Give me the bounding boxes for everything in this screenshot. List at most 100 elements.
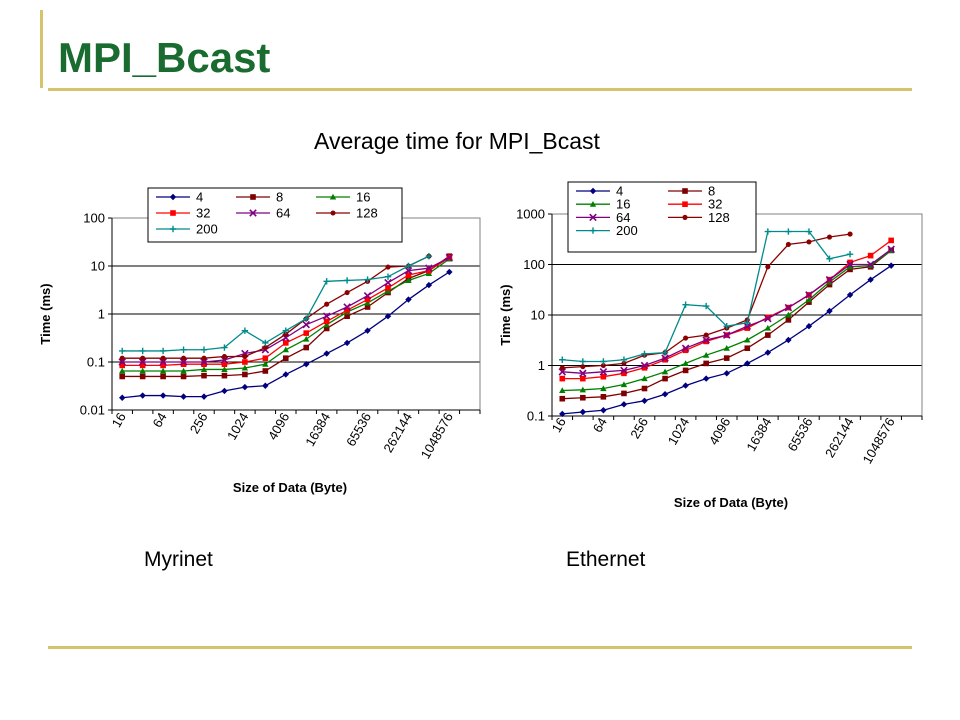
- data-point: [119, 394, 126, 401]
- series-200: [559, 228, 854, 365]
- x-tick-label: 16: [549, 415, 569, 435]
- y-tick-label: 0.1: [527, 409, 545, 424]
- y-tick-label: 0.1: [87, 355, 105, 370]
- series-4: [559, 262, 895, 418]
- series-4: [119, 268, 453, 401]
- data-point: [119, 367, 126, 374]
- data-point: [620, 381, 628, 388]
- data-point: [579, 408, 587, 416]
- data-point: [221, 372, 228, 379]
- data-point: [384, 312, 392, 320]
- data-point: [764, 228, 772, 235]
- data-point: [846, 291, 854, 299]
- legend-label: 128: [708, 210, 730, 225]
- data-point: [322, 312, 331, 320]
- data-point: [723, 345, 730, 351]
- data-point: [323, 318, 330, 325]
- data-point: [703, 338, 709, 345]
- data-point: [344, 289, 350, 296]
- data-point: [621, 390, 627, 397]
- data-point: [661, 349, 669, 356]
- data-point: [262, 368, 269, 374]
- data-point: [283, 331, 289, 337]
- data-point: [580, 364, 586, 370]
- data-point: [847, 266, 853, 273]
- data-point: [641, 350, 648, 358]
- x-tick-label: 1024: [224, 410, 251, 443]
- data-point: [221, 353, 228, 360]
- data-point: [384, 273, 392, 280]
- legend-marker: [329, 193, 337, 200]
- legend-marker: [589, 213, 597, 222]
- myrinet-label: Myrinet: [144, 548, 213, 571]
- data-point: [826, 307, 833, 315]
- x-tick-label: 1048576: [859, 415, 897, 466]
- legend-marker: [589, 201, 597, 207]
- legend-label: 4: [196, 190, 203, 205]
- data-point: [744, 336, 751, 343]
- data-point: [599, 368, 608, 376]
- data-point: [446, 268, 453, 276]
- data-point: [405, 296, 412, 303]
- data-point: [385, 264, 391, 270]
- data-point: [302, 320, 310, 329]
- y-tick-label: 0.01: [80, 403, 105, 418]
- data-point: [805, 291, 813, 299]
- data-point: [620, 401, 628, 408]
- legend-label: 200: [616, 223, 638, 238]
- data-point: [200, 346, 208, 353]
- data-point: [887, 262, 895, 269]
- data-point: [303, 360, 310, 368]
- data-point: [847, 259, 853, 266]
- data-point: [662, 356, 668, 363]
- data-point: [118, 358, 126, 366]
- x-tick-label: 65536: [784, 415, 815, 454]
- data-point: [722, 331, 731, 339]
- data-point: [242, 371, 248, 378]
- data-point: [159, 367, 167, 374]
- data-point: [559, 387, 566, 394]
- data-point: [343, 277, 351, 284]
- data-point: [221, 366, 228, 372]
- data-point: [262, 344, 268, 351]
- data-point: [805, 296, 813, 303]
- legend-label: 8: [276, 190, 283, 205]
- data-point: [323, 321, 330, 328]
- data-point: [888, 237, 894, 244]
- data-point: [303, 344, 310, 351]
- data-point: [385, 285, 391, 291]
- legend-marker: [682, 188, 688, 194]
- x-tick-label: 16: [109, 410, 129, 430]
- x-axis-label: Size of Data (Byte): [674, 495, 788, 510]
- chart-myrinet: 0.01 0.1 1 10 100 16 64 256 1024 4096 16384 65536 26…: [38, 187, 481, 495]
- data-point: [139, 392, 146, 399]
- data-point: [404, 266, 413, 275]
- data-point: [119, 355, 125, 361]
- data-point: [159, 358, 167, 366]
- x-tick-label: 1024: [665, 415, 692, 448]
- data-point: [641, 397, 648, 404]
- data-point: [825, 275, 834, 284]
- legend-label: 32: [196, 206, 210, 221]
- data-point: [784, 303, 793, 312]
- legend-label: 128: [356, 206, 378, 221]
- data-point: [179, 358, 188, 366]
- data-point: [640, 361, 649, 370]
- series-line-4: [562, 265, 892, 415]
- data-point: [200, 393, 208, 400]
- data-point: [282, 346, 289, 353]
- data-point: [262, 382, 269, 389]
- series-128: [559, 231, 853, 371]
- data-point: [682, 382, 689, 389]
- data-point: [323, 325, 330, 332]
- series-64: [118, 253, 454, 366]
- data-point: [242, 353, 248, 360]
- data-point: [241, 364, 249, 371]
- data-point: [866, 260, 875, 269]
- data-point: [703, 360, 709, 367]
- legend-label: 16: [356, 190, 370, 205]
- data-point: [846, 260, 854, 269]
- data-point: [723, 323, 730, 330]
- data-point: [303, 315, 310, 322]
- data-point: [764, 324, 772, 331]
